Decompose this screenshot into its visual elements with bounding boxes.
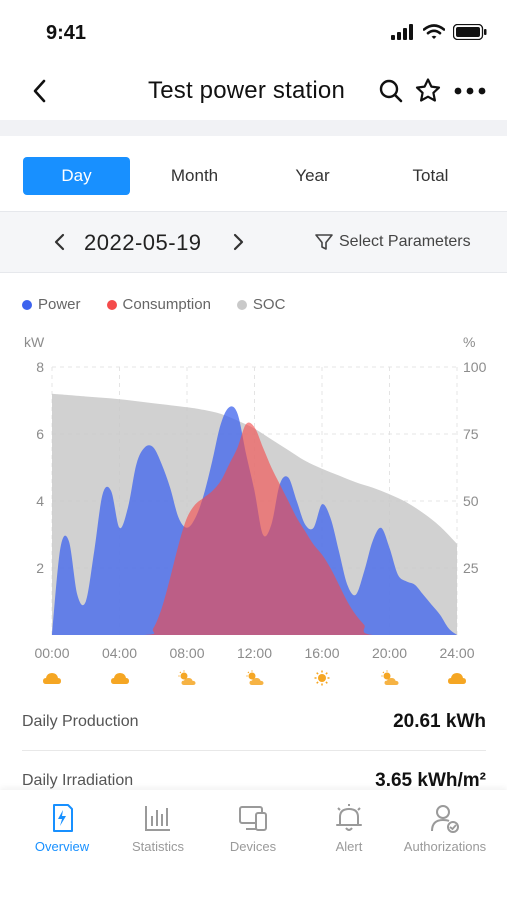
daily-production-label: Daily Production: [22, 713, 139, 730]
period-tabs: Day Month Year Total: [0, 136, 507, 210]
alert-icon: [336, 804, 362, 831]
cellular-signal-icon: [391, 24, 413, 40]
sun-cloud-icon: [246, 670, 263, 685]
daily-irradiation-label: Daily Irradiation: [22, 772, 134, 789]
power-chart: kW % 8 6 4 2 100 75 50 25 00:00 04:00 08:00 12:00 16:0…: [24, 334, 487, 661]
right-axis-tick: 25: [463, 560, 479, 576]
legend-consumption[interactable]: Consumption: [106, 296, 211, 313]
x-axis-tick: 16:00: [304, 645, 339, 661]
devices-icon: [239, 806, 267, 831]
status-time: 9:41: [46, 22, 87, 44]
legend-power-label: Power: [38, 296, 81, 313]
right-axis-tick: 50: [463, 493, 479, 509]
legend-soc-label: SOC: [252, 296, 286, 313]
tabbar-devices-label: Devices: [229, 839, 277, 854]
overview-icon: [53, 804, 73, 832]
legend-consumption-dot: [106, 299, 117, 310]
daily-irradiation-row: Daily Irradiation 3.65 kWh/m²: [22, 756, 486, 806]
filter-icon: [315, 234, 333, 250]
cloud-icon: [448, 673, 466, 684]
weather-row: [0, 668, 507, 688]
nav-bar: Test power station: [0, 62, 507, 120]
previous-date-button[interactable]: [48, 230, 72, 254]
left-axis-unit: kW: [24, 334, 45, 350]
next-date-button[interactable]: [226, 230, 250, 254]
cloud-icon: [43, 673, 61, 684]
series-area-consumption: [52, 422, 457, 635]
summary-divider: [22, 750, 486, 751]
tabbar-devices[interactable]: Devices: [203, 802, 303, 856]
x-axis-tick: 20:00: [372, 645, 407, 661]
left-axis-tick: 8: [36, 359, 44, 375]
tabbar-overview-label: Overview: [34, 839, 90, 854]
legend-consumption-label: Consumption: [122, 296, 211, 313]
more-icon[interactable]: [453, 76, 487, 106]
legend-power-dot: [22, 299, 32, 310]
date-label: 2022-05-19: [84, 230, 202, 255]
right-axis-tick: 75: [463, 426, 479, 442]
date-bar: 2022-05-19 Select Parameters: [0, 211, 507, 273]
select-parameters-label: Select Parameters: [339, 233, 471, 250]
cloud-icon: [110, 673, 129, 684]
chart-legend: Power Consumption SOC: [22, 296, 285, 313]
tabbar-authorizations-label: Authorizations: [403, 839, 487, 854]
tabbar-alert[interactable]: Alert: [299, 802, 399, 856]
tabbar-statistics-label: Statistics: [131, 839, 184, 854]
statistics-icon: [145, 806, 170, 831]
status-icons: [391, 24, 487, 40]
tab-month[interactable]: Month: [170, 166, 219, 185]
left-axis-tick: 6: [36, 426, 44, 442]
x-axis-tick: 08:00: [169, 645, 204, 661]
left-axis-tick: 4: [36, 493, 44, 509]
tab-total[interactable]: Total: [412, 166, 449, 185]
tab-day[interactable]: Day: [23, 157, 130, 195]
bottom-tab-bar: Overview Statistics Devices Alert: [0, 790, 507, 900]
left-axis-tick: 2: [36, 560, 44, 576]
sun-cloud-icon: [381, 670, 398, 685]
page-title: Test power station: [148, 77, 346, 104]
section-divider: [0, 120, 507, 136]
tab-year[interactable]: Year: [295, 166, 330, 185]
select-parameters-button[interactable]: Select Parameters: [314, 232, 471, 252]
right-axis-tick: 100: [463, 359, 487, 375]
sun-cloud-icon: [178, 670, 196, 685]
x-axis-tick: 04:00: [102, 645, 137, 661]
status-bar: 9:41: [0, 0, 507, 62]
right-axis-unit: %: [463, 334, 475, 350]
daily-production-row: Daily Production 20.61 kWh: [22, 697, 486, 747]
legend-power[interactable]: Power: [22, 296, 81, 313]
tabbar-statistics[interactable]: Statistics: [108, 802, 208, 856]
x-axis-tick: 12:00: [237, 645, 272, 661]
wifi-icon: [423, 24, 445, 39]
legend-soc[interactable]: SOC: [236, 296, 286, 313]
x-axis-tick: 00:00: [34, 645, 69, 661]
star-icon[interactable]: [413, 76, 443, 106]
search-icon[interactable]: [376, 76, 406, 106]
back-button[interactable]: [26, 76, 56, 106]
daily-production-value: 20.61 kWh: [393, 711, 486, 732]
sun-icon: [314, 670, 330, 686]
battery-icon: [453, 24, 487, 40]
authorizations-icon: [431, 805, 459, 833]
tabbar-overview[interactable]: Overview: [12, 802, 112, 856]
tabbar-alert-label: Alert: [335, 839, 363, 854]
daily-irradiation-value: 3.65 kWh/m²: [375, 770, 486, 791]
legend-soc-dot: [236, 299, 247, 310]
x-axis-tick: 24:00: [439, 645, 474, 661]
tabbar-authorizations[interactable]: Authorizations: [395, 802, 495, 856]
